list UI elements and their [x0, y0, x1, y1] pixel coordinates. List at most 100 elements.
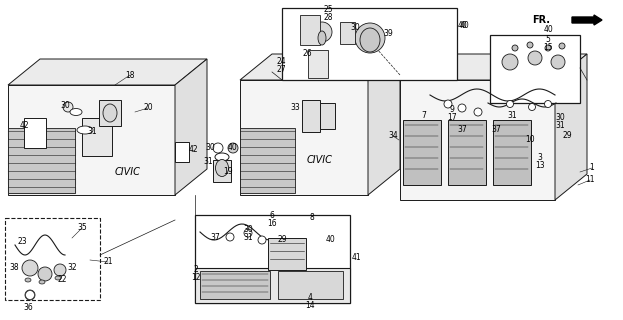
Circle shape — [528, 103, 536, 110]
Text: 22: 22 — [57, 276, 67, 284]
Bar — [282, 8, 457, 80]
Bar — [302, 100, 320, 132]
Text: 42: 42 — [188, 146, 198, 155]
Bar — [213, 160, 231, 182]
Text: 18: 18 — [125, 70, 135, 79]
Circle shape — [54, 264, 66, 276]
Text: FR.: FR. — [532, 15, 550, 25]
Circle shape — [355, 23, 385, 53]
Circle shape — [559, 43, 565, 49]
Bar — [5, 218, 100, 300]
Text: 30: 30 — [205, 142, 215, 151]
Text: 17: 17 — [447, 114, 457, 123]
Text: 40: 40 — [458, 21, 468, 30]
Bar — [278, 271, 343, 299]
Text: 37: 37 — [457, 125, 467, 134]
Bar — [340, 22, 355, 44]
Text: 28: 28 — [323, 13, 333, 22]
Bar — [99, 100, 121, 126]
Ellipse shape — [215, 153, 229, 161]
Text: 31: 31 — [203, 156, 213, 165]
Text: 21: 21 — [103, 258, 113, 267]
Circle shape — [528, 51, 542, 65]
Text: 23: 23 — [17, 237, 27, 246]
Bar — [403, 120, 441, 185]
Text: 37: 37 — [210, 234, 220, 243]
Circle shape — [244, 229, 252, 237]
Ellipse shape — [318, 31, 326, 45]
Circle shape — [527, 42, 533, 48]
Circle shape — [22, 260, 38, 276]
Circle shape — [312, 22, 332, 42]
Text: 26: 26 — [302, 50, 312, 59]
Text: 30: 30 — [350, 23, 360, 33]
Circle shape — [38, 267, 52, 281]
Polygon shape — [240, 80, 368, 195]
Text: 32: 32 — [67, 263, 77, 273]
Text: 30: 30 — [243, 226, 253, 235]
Text: 31: 31 — [555, 122, 565, 131]
Bar — [308, 50, 328, 78]
Polygon shape — [8, 59, 207, 85]
Circle shape — [63, 102, 73, 112]
Bar — [493, 120, 531, 185]
Circle shape — [444, 100, 452, 108]
Ellipse shape — [70, 108, 82, 116]
Text: 4: 4 — [308, 293, 313, 302]
Text: 30: 30 — [60, 100, 70, 109]
Text: 29: 29 — [562, 131, 572, 140]
Bar — [300, 15, 320, 45]
Text: 35: 35 — [77, 223, 87, 233]
Text: 9: 9 — [450, 106, 454, 115]
Polygon shape — [8, 85, 175, 195]
Ellipse shape — [25, 278, 31, 282]
Circle shape — [545, 100, 551, 108]
Circle shape — [474, 108, 482, 116]
Bar — [24, 118, 46, 148]
Text: 39: 39 — [383, 28, 393, 37]
Text: 15: 15 — [543, 44, 553, 52]
Text: 36: 36 — [23, 303, 33, 313]
Bar — [82, 118, 112, 156]
Circle shape — [545, 45, 551, 51]
Text: 33: 33 — [290, 103, 300, 113]
Bar — [448, 120, 486, 185]
Ellipse shape — [213, 143, 223, 153]
Text: 31: 31 — [87, 127, 97, 137]
Bar — [268, 238, 306, 270]
Text: 19: 19 — [223, 167, 233, 177]
Circle shape — [502, 54, 518, 70]
Text: 12: 12 — [191, 274, 201, 283]
Text: 16: 16 — [267, 220, 277, 228]
Polygon shape — [175, 59, 207, 195]
Polygon shape — [400, 80, 555, 200]
Text: 1: 1 — [589, 164, 594, 172]
Text: 13: 13 — [535, 162, 545, 171]
Text: 11: 11 — [585, 175, 595, 185]
Polygon shape — [240, 54, 400, 80]
Text: 5: 5 — [546, 36, 551, 44]
Text: 41: 41 — [351, 253, 361, 262]
Bar — [195, 215, 350, 303]
Text: 30: 30 — [555, 114, 565, 123]
Text: 40: 40 — [325, 236, 335, 244]
Circle shape — [551, 55, 565, 69]
Bar — [240, 128, 295, 193]
Text: 20: 20 — [143, 103, 153, 113]
Text: 34: 34 — [388, 132, 398, 140]
Text: 14: 14 — [305, 301, 315, 310]
Text: 8: 8 — [310, 213, 315, 222]
Text: 29: 29 — [277, 236, 287, 244]
Text: 10: 10 — [525, 135, 535, 145]
Bar — [8, 128, 75, 193]
Circle shape — [458, 104, 466, 112]
Polygon shape — [555, 54, 587, 200]
Ellipse shape — [216, 159, 229, 177]
Circle shape — [506, 100, 513, 108]
Text: 31: 31 — [507, 110, 517, 119]
Bar — [195, 268, 350, 303]
Text: 7: 7 — [422, 110, 426, 119]
Text: 6: 6 — [270, 211, 275, 220]
Text: CIVIC: CIVIC — [307, 155, 333, 165]
Text: 2: 2 — [194, 266, 198, 275]
